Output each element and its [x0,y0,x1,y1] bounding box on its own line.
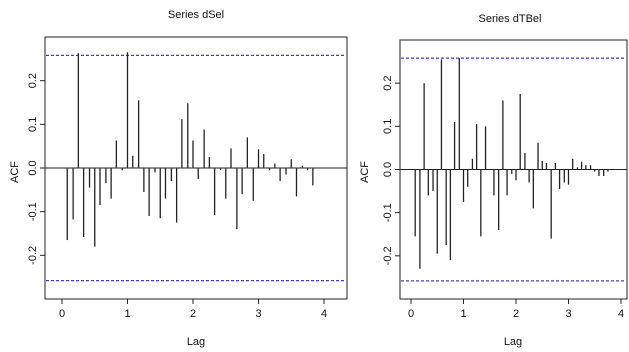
x-axis-label-1: Lag [187,336,205,348]
x-tick-label: 2 [190,308,196,320]
y-tick-label: 0.1 [382,119,394,134]
y-tick-label: -0.2 [27,246,39,265]
y-tick-label: 0.0 [27,160,39,175]
y-tick-label: 0.1 [27,117,39,132]
x-tick-label: 4 [321,308,327,320]
x-tick-label: 4 [618,308,624,320]
x-tick-label: 1 [124,308,130,320]
y-axis-label-1: ACF [9,161,21,183]
y-axis-label-2: ACF [359,161,371,183]
y-tick-label: 0.0 [382,162,394,177]
y-tick-label: -0.2 [382,246,394,265]
x-tick-label: 2 [513,308,519,320]
x-axis-label-2: Lag [504,336,522,348]
x-tick-label: 0 [59,308,65,320]
x-tick-label: 0 [408,308,414,320]
x-tick-label: 1 [460,308,466,320]
chart-title-1: Series dSel [168,9,224,21]
x-tick-label: 3 [255,308,261,320]
y-tick-label: -0.1 [382,203,394,222]
chart-panel-2: Series dTBel Lag ACF -0.2 -0.1 0.0 0.1 0.2 0 1… [359,13,628,348]
x-tick-label: 3 [565,308,571,320]
y-tick-label: 0.2 [382,76,394,91]
chart-panel-1: Series dSel Lag ACF -0.2 -0.1 0.0 0.1 0.2 0 1 2… [9,9,348,348]
chart-title-2: Series dTBel [479,13,542,25]
y-tick-label: -0.1 [27,202,39,221]
y-tick-label: 0.2 [27,73,39,88]
